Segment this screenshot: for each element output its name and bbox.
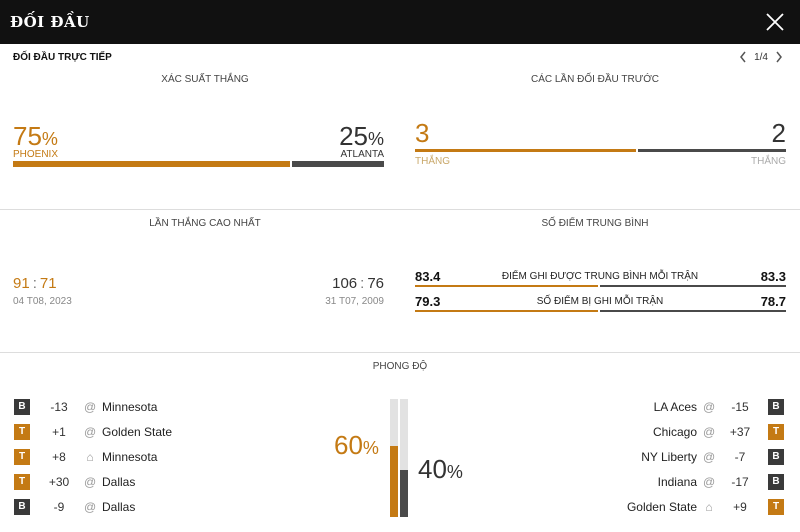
at-icon: @ <box>703 425 716 439</box>
away-meetings-bar <box>638 149 786 152</box>
form-row: B -15 @ LA Aces <box>0 398 800 416</box>
form-row: T +30 @ Dallas <box>0 473 800 491</box>
home-form-bar <box>390 446 398 517</box>
opponent-name: Golden State <box>626 500 697 514</box>
point-diff: -13 <box>50 400 68 414</box>
result-badge: T <box>768 424 784 440</box>
opponent-name: Minnesota <box>102 450 158 464</box>
away-previous-wins: 2 <box>771 118 786 148</box>
at-icon: @ <box>84 500 97 514</box>
home-icon: ⌂ <box>86 450 94 464</box>
home-avg-conceded: 79.3 <box>415 294 441 309</box>
home-wins-caption: THẮNG <box>415 156 450 167</box>
subheader: ĐỐI ĐẦU TRỰC TIẾP 1/4 <box>0 44 800 70</box>
away-avg-conceded: 78.7 <box>760 294 786 309</box>
point-diff: -7 <box>734 450 746 464</box>
result-badge: B <box>768 474 784 490</box>
home-form-percent: 60% <box>334 430 379 460</box>
section-title: ĐỐI ĐẦU TRỰC TIẾP <box>13 52 112 63</box>
avg-conceded-label: SỐ ĐIỂM BỊ GHI MỖI TRẬN <box>536 296 664 307</box>
form-row: T +37 @ Chicago <box>0 423 800 441</box>
away-form-percent: 40% <box>418 454 463 484</box>
point-diff: -17 <box>731 475 749 489</box>
home-biggest-win-date: 04 T08, 2023 <box>13 296 72 307</box>
modal-header: ĐỐI ĐẦU <box>0 0 800 44</box>
away-form-bar <box>400 470 408 517</box>
average-points-label: SỐ ĐIỂM TRUNG BÌNH <box>541 218 649 229</box>
opponent-name: Indiana <box>657 475 697 489</box>
form-row: T +8 ⌂ Minnesota <box>0 448 800 466</box>
result-badge: T <box>14 474 30 490</box>
divider <box>0 209 800 210</box>
away-avg-scored: 83.3 <box>760 269 786 284</box>
point-diff: -15 <box>731 400 749 414</box>
point-diff: +1 <box>52 425 66 439</box>
home-win-probability: 75% <box>13 121 58 151</box>
form-row: B -7 @ NY Liberty <box>0 448 800 466</box>
home-avg-scored-bar <box>415 285 598 287</box>
form-row: B -9 @ Dallas <box>0 498 800 516</box>
form-row: B -17 @ Indiana <box>0 473 800 491</box>
away-probability-bar <box>292 161 384 167</box>
home-probability-bar <box>13 161 290 167</box>
home-meetings-bar <box>415 149 636 152</box>
result-badge: B <box>14 399 30 415</box>
at-icon: @ <box>703 475 716 489</box>
away-avg-scored-bar <box>600 285 786 287</box>
previous-meetings-label: CÁC LẦN ĐỐI ĐẦU TRƯỚC <box>530 74 660 85</box>
away-form-bar-track <box>400 399 408 517</box>
home-icon: ⌂ <box>705 500 713 514</box>
biggest-win-label: LẦN THẮNG CAO NHẤT <box>149 218 261 229</box>
away-avg-conceded-bar <box>600 310 786 312</box>
close-icon[interactable] <box>764 11 786 33</box>
away-biggest-win-score: 106:76 <box>332 275 384 292</box>
point-diff: +9 <box>733 500 747 514</box>
opponent-name: Golden State <box>102 425 173 439</box>
home-avg-scored: 83.4 <box>415 269 441 284</box>
win-probability-label: XÁC SUẤT THẮNG <box>161 74 249 85</box>
home-previous-wins: 3 <box>415 118 430 148</box>
opponent-name: Dallas <box>102 475 136 489</box>
chevron-left-icon[interactable] <box>738 50 748 64</box>
at-icon: @ <box>703 400 716 414</box>
avg-scored-label: ĐIỂM GHI ĐƯỢC TRUNG BÌNH MỖI TRẬN <box>501 271 699 282</box>
opponent-name: Dallas <box>102 500 136 514</box>
form-row: B -13 @ Minnesota <box>0 398 800 416</box>
pager: 1/4 <box>738 50 784 64</box>
away-win-probability: 25% <box>339 121 384 151</box>
form-label: PHONG ĐỘ <box>372 361 428 372</box>
modal-title: ĐỐI ĐẦU <box>10 13 90 31</box>
divider <box>0 352 800 353</box>
home-team-name: PHOENIX <box>13 149 59 160</box>
point-diff: -9 <box>53 500 65 514</box>
pager-label: 1/4 <box>754 51 768 63</box>
away-team-name: ATLANTA <box>340 149 384 160</box>
home-avg-conceded-bar <box>415 310 598 312</box>
away-biggest-win-date: 31 T07, 2009 <box>325 296 384 307</box>
away-wins-caption: THẮNG <box>751 156 786 167</box>
point-diff: +37 <box>729 425 751 439</box>
result-badge: T <box>768 499 784 515</box>
result-badge: T <box>14 424 30 440</box>
point-diff: +30 <box>48 475 70 489</box>
home-biggest-win-score: 91:71 <box>13 275 57 292</box>
at-icon: @ <box>84 425 97 439</box>
form-row: T +1 @ Golden State <box>0 423 800 441</box>
opponent-name: NY Liberty <box>641 450 697 464</box>
at-icon: @ <box>84 400 97 414</box>
at-icon: @ <box>703 450 716 464</box>
form-row: T +9 ⌂ Golden State <box>0 498 800 516</box>
result-badge: T <box>14 449 30 465</box>
opponent-name: Minnesota <box>102 400 158 414</box>
result-badge: B <box>768 449 784 465</box>
opponent-name: Chicago <box>652 425 697 439</box>
at-icon: @ <box>84 475 97 489</box>
result-badge: B <box>14 499 30 515</box>
opponent-name: LA Aces <box>653 400 697 414</box>
chevron-right-icon[interactable] <box>774 50 784 64</box>
point-diff: +8 <box>52 450 66 464</box>
result-badge: B <box>768 399 784 415</box>
